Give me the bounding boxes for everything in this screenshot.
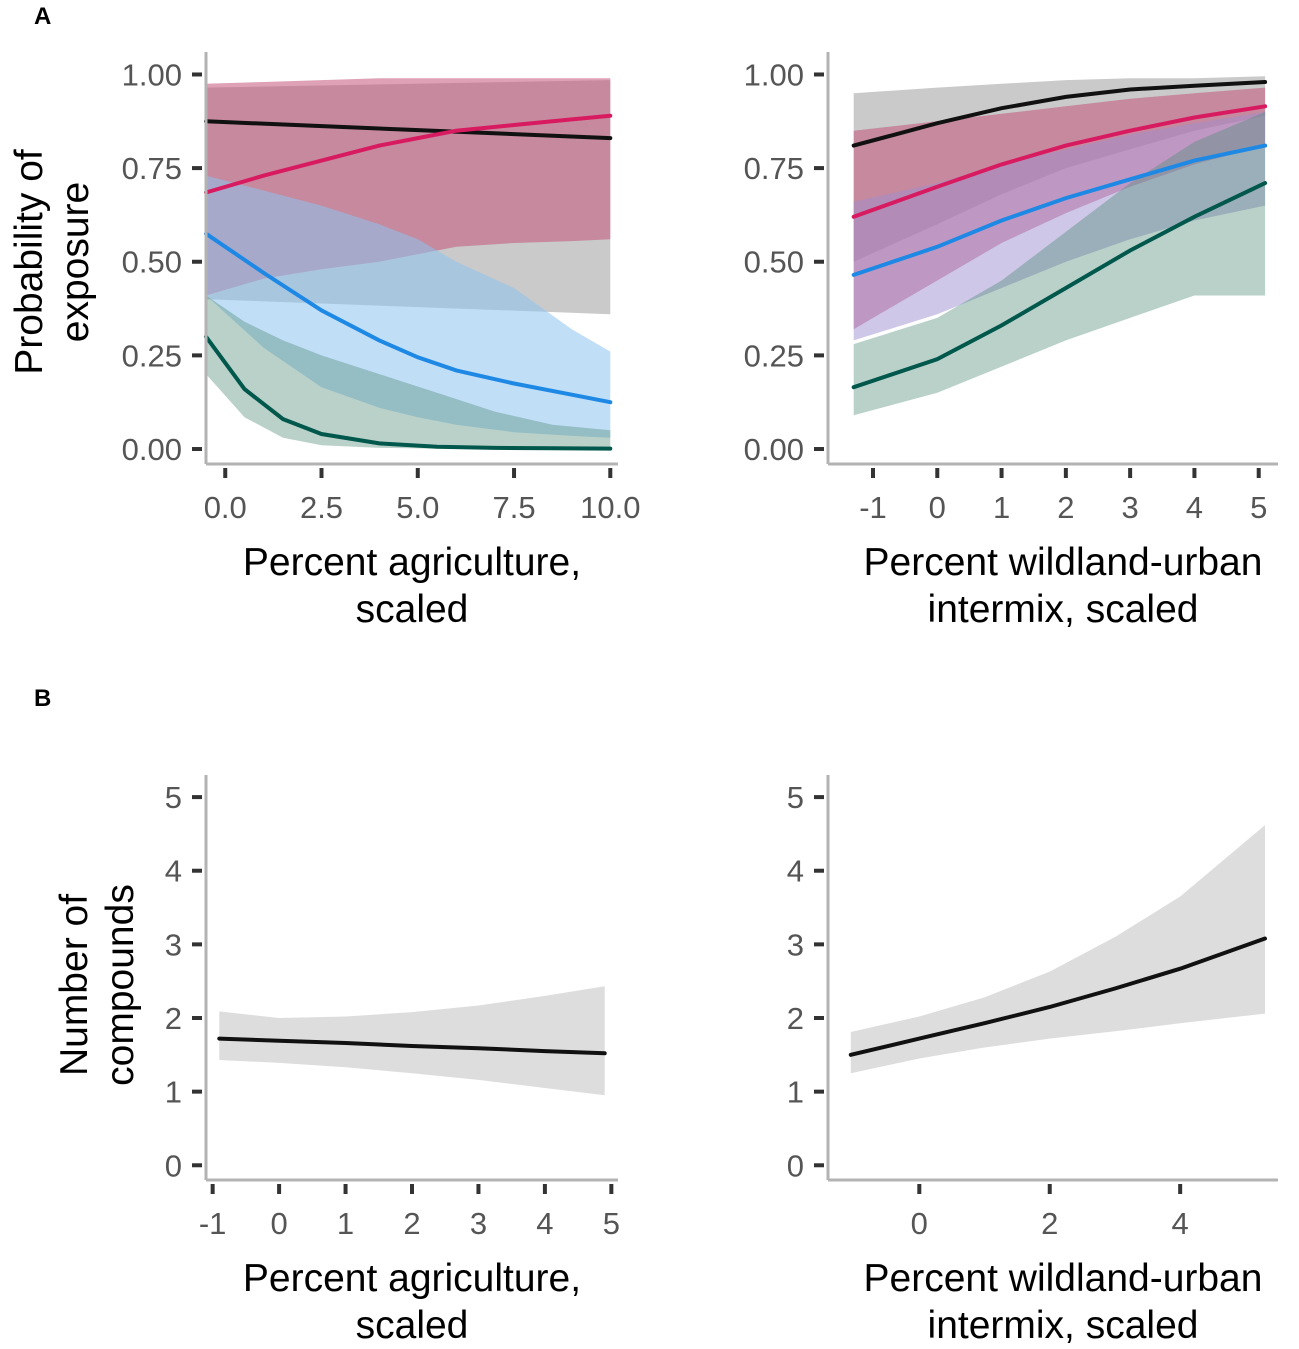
y-tick-label: 2 xyxy=(787,1001,804,1036)
x-tick-label: -1 xyxy=(859,490,887,525)
x-axis-title: intermix, scaled xyxy=(928,1304,1199,1347)
x-tick-label: 2 xyxy=(1041,1206,1058,1241)
line-gray xyxy=(204,119,613,141)
line-pink xyxy=(851,104,1268,219)
x-tick-label: 0 xyxy=(270,1206,287,1241)
x-tick-label: 3 xyxy=(1122,490,1139,525)
x-tick-label: 3 xyxy=(470,1206,487,1241)
chart-b-agriculture: 0 1 2 3 4 5 -1 0 1 2 3 4 5 Percent agriculture,scaled… xyxy=(53,775,620,1347)
y-tick-label: 0.75 xyxy=(122,151,182,186)
line-mean xyxy=(848,936,1267,1057)
ribbon-green xyxy=(853,111,1266,416)
ribbon-mean xyxy=(850,825,1265,1074)
line-pink xyxy=(204,113,613,195)
y-axis-title-line: Probability of xyxy=(8,149,51,375)
y-tick-label: 0.75 xyxy=(744,151,804,186)
y-tick-label: 0.00 xyxy=(122,432,182,467)
y-tick-label: 2 xyxy=(165,1001,182,1036)
x-tick-label: 1 xyxy=(337,1206,354,1241)
y-axis-title-line: exposure xyxy=(54,182,97,342)
panel-label-a: A xyxy=(34,3,51,30)
x-axis-title: Percent wildland-urban xyxy=(864,1257,1263,1300)
x-tick-label: 7.5 xyxy=(492,490,535,525)
y-axis-title: Probability of exposure xyxy=(8,149,97,375)
x-tick-label: 5.0 xyxy=(396,490,439,525)
ribbon-blue xyxy=(206,175,611,438)
x-axis-title: scaled xyxy=(356,1304,469,1347)
x-axis-title: scaled xyxy=(356,588,469,631)
y-tick-label: 1 xyxy=(787,1075,804,1110)
y-tick-label: 5 xyxy=(787,780,804,815)
x-tick-label: 2 xyxy=(403,1206,420,1241)
x-tick-label: -1 xyxy=(199,1206,227,1241)
y-tick-label: 1.00 xyxy=(744,57,804,92)
x-axis-title: Percent wildland-urban xyxy=(864,541,1263,584)
line-green xyxy=(851,181,1268,390)
y-axis-title-line: compounds xyxy=(99,884,142,1086)
line-green xyxy=(204,334,613,451)
x-tick-label: 5 xyxy=(1250,490,1267,525)
line-mean xyxy=(217,1036,607,1056)
y-tick-label: 1.00 xyxy=(122,57,182,92)
line-gray xyxy=(851,80,1268,148)
x-tick-label: 2.5 xyxy=(300,490,343,525)
ribbon-mean xyxy=(219,986,605,1096)
x-tick-label: 2 xyxy=(1057,490,1074,525)
chart-b-wildland-urban: 0 1 2 3 4 5 0 2 4 Percent wildland-urbanintermix,… xyxy=(787,775,1278,1347)
y-axis-title-line: Number of xyxy=(53,894,96,1076)
y-axis-title: Number of compounds xyxy=(53,884,142,1086)
y-tick-label: 0 xyxy=(787,1148,804,1183)
x-tick-label: 0.0 xyxy=(204,490,247,525)
ribbon-green xyxy=(206,295,611,449)
y-tick-label: 0.50 xyxy=(744,245,804,280)
y-tick-label: 0.25 xyxy=(744,338,804,373)
y-tick-label: 0.50 xyxy=(122,245,182,280)
x-axis-title: Percent agriculture, xyxy=(243,1257,581,1300)
x-tick-label: 4 xyxy=(1186,490,1203,525)
y-tick-label: 5 xyxy=(165,780,182,815)
line-blue xyxy=(204,231,613,405)
y-tick-label: 4 xyxy=(787,854,804,889)
x-tick-label: 5 xyxy=(603,1206,620,1241)
x-tick-label: 4 xyxy=(1172,1206,1189,1241)
y-tick-label: 4 xyxy=(165,854,182,889)
chart-a-agriculture: 0.00 0.25 0.50 0.75 1.00 0.0 2.5 5.0 7.5 10.0 Perc… xyxy=(8,52,640,631)
x-tick-label: 0 xyxy=(911,1206,928,1241)
y-tick-label: 0.25 xyxy=(122,338,182,373)
y-tick-label: 0.00 xyxy=(744,432,804,467)
x-tick-label: 10.0 xyxy=(580,490,640,525)
y-tick-label: 0 xyxy=(165,1148,182,1183)
y-tick-label: 3 xyxy=(787,927,804,962)
chart-a-wildland-urban: 0.00 0.25 0.50 0.75 1.00 -1 0 1 2 3 4 5 Percent wild… xyxy=(744,52,1278,631)
y-tick-label: 3 xyxy=(165,927,182,962)
x-tick-label: 0 xyxy=(929,490,946,525)
x-axis-title: intermix, scaled xyxy=(928,588,1199,631)
panel-label-b: B xyxy=(34,685,51,712)
x-axis-title: Percent agriculture, xyxy=(243,541,581,584)
y-tick-label: 1 xyxy=(165,1075,182,1110)
x-tick-label: 4 xyxy=(536,1206,553,1241)
line-blue xyxy=(851,143,1268,277)
x-tick-label: 1 xyxy=(993,490,1010,525)
